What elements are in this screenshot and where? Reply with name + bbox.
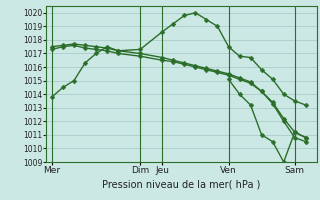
X-axis label: Pression niveau de la mer( hPa ): Pression niveau de la mer( hPa ) xyxy=(102,179,261,189)
